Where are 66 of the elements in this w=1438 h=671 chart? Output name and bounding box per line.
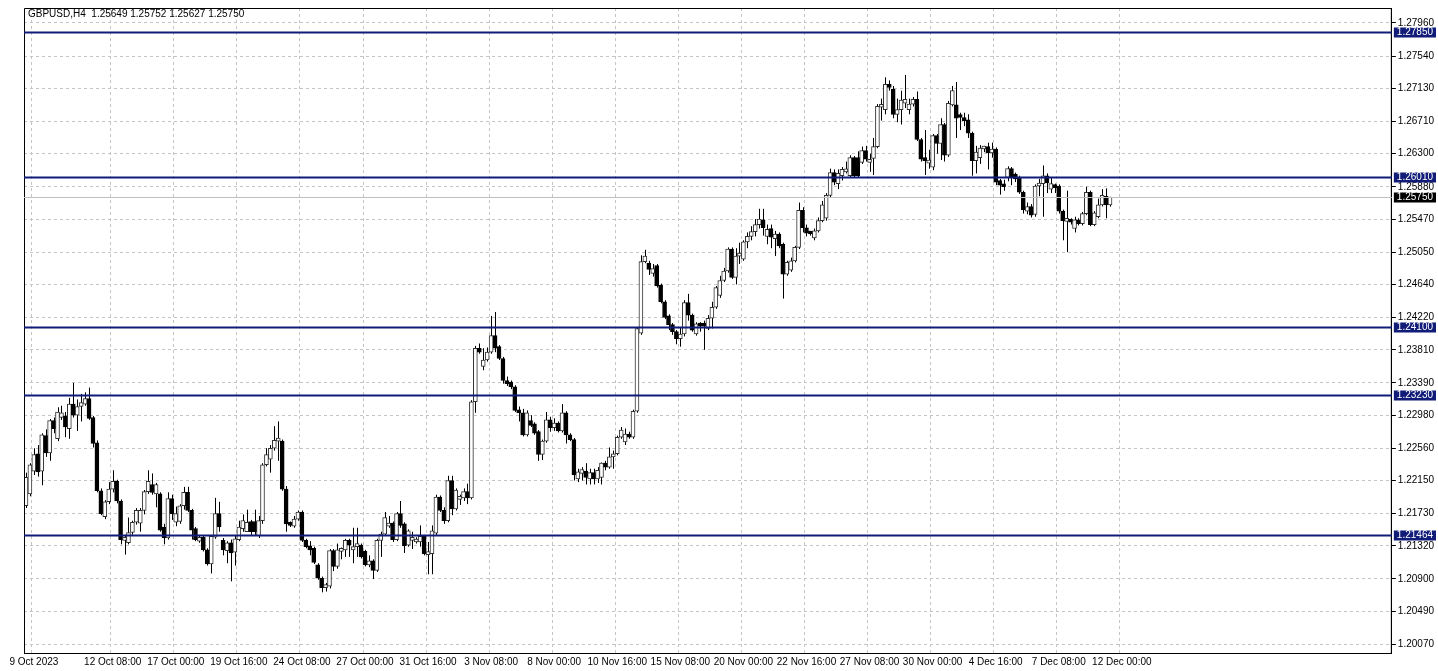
candlestick	[1064, 190, 1069, 253]
y-tick-label: 1.21320	[1397, 539, 1435, 551]
candlestick	[741, 239, 746, 262]
y-tick-label: 1.22150	[1397, 474, 1435, 486]
x-tick-label: 12 Dec 00:00	[1092, 655, 1153, 667]
x-tick-label: 12 Oct 08:00	[84, 655, 142, 667]
x-tick-label: 19 Oct 16:00	[210, 655, 268, 667]
candlestick	[524, 409, 529, 437]
y-tick-label: 1.20070	[1397, 638, 1435, 650]
y-tick-label: 1.23390	[1397, 376, 1435, 388]
chart-title: GBPUSD,H4 1.25649 1.25752 1.25627 1.25750	[28, 8, 245, 19]
x-tick-label: 10 Nov 16:00	[587, 655, 648, 667]
x-tick-label: 24 Oct 08:00	[273, 655, 331, 667]
x-tick-label: 31 Oct 16:00	[399, 655, 458, 667]
candlestick	[74, 398, 80, 432]
ref-line-label: 1.21464	[1396, 529, 1434, 541]
y-tick-label: 1.27540	[1397, 49, 1435, 61]
y-tick-label: 1.25470	[1397, 212, 1435, 224]
x-tick-label: 20 Nov 00:00	[713, 655, 774, 667]
y-tick-label: 1.22560	[1397, 441, 1435, 453]
ref-line-label: 1.24100	[1396, 321, 1434, 333]
candlestick	[264, 447, 269, 467]
y-tick-label: 1.26710	[1397, 115, 1435, 127]
x-tick-label: 17 Oct 00:00	[147, 655, 205, 667]
candlestick	[63, 411, 68, 438]
y-tick-label: 1.22980	[1397, 408, 1435, 420]
candlestick	[212, 497, 218, 540]
x-tick-label: 4 Dec 16:00	[968, 655, 1024, 667]
y-tick-label: 1.27960	[1397, 16, 1435, 28]
x-tick-label: 27 Nov 08:00	[839, 655, 900, 667]
y-tick-label: 1.25880	[1397, 180, 1435, 192]
candlestick	[851, 155, 857, 178]
candlestick	[35, 444, 41, 478]
x-tick-label: 8 Nov 00:00	[527, 655, 582, 667]
ref-line-label: 1.26010	[1396, 171, 1434, 183]
y-tick-label: 1.26300	[1397, 147, 1435, 159]
candlestick	[70, 382, 76, 419]
y-tick-label: 1.24220	[1397, 311, 1435, 323]
y-tick-label: 1.24640	[1397, 278, 1435, 290]
x-tick-label: 15 Nov 08:00	[650, 655, 711, 667]
candlestick	[169, 494, 175, 521]
x-tick-label: 7 Dec 08:00	[1031, 655, 1087, 667]
x-tick-label: 22 Nov 16:00	[776, 655, 837, 667]
x-tick-label: 9 Oct 2023	[9, 655, 59, 667]
candlestick	[855, 150, 861, 178]
candlestick	[268, 444, 273, 474]
x-tick-label: 27 Oct 00:00	[336, 655, 395, 667]
candlestick	[871, 137, 876, 176]
y-tick-label: 1.20900	[1397, 572, 1435, 584]
ref-line-label: 1.23230	[1396, 389, 1434, 401]
y-tick-label: 1.25050	[1397, 245, 1435, 257]
y-tick-label: 1.20490	[1397, 605, 1435, 617]
candlestick	[43, 428, 49, 458]
candlestick	[346, 538, 352, 558]
y-tick-label: 1.21730	[1397, 507, 1435, 519]
candlestick	[331, 548, 336, 572]
candlestick	[934, 133, 939, 155]
candlestick	[512, 384, 518, 413]
ref-line-label: 1.27850	[1396, 26, 1434, 38]
y-tick-label: 1.23810	[1397, 343, 1435, 355]
candlestick	[67, 397, 72, 440]
x-tick-label: 3 Nov 08:00	[464, 655, 519, 667]
y-tick-label: 1.27130	[1397, 82, 1435, 94]
x-tick-label: 30 Nov 00:00	[902, 655, 963, 667]
ref-line-label: 1.25750	[1396, 191, 1434, 203]
candlestick	[800, 206, 805, 233]
